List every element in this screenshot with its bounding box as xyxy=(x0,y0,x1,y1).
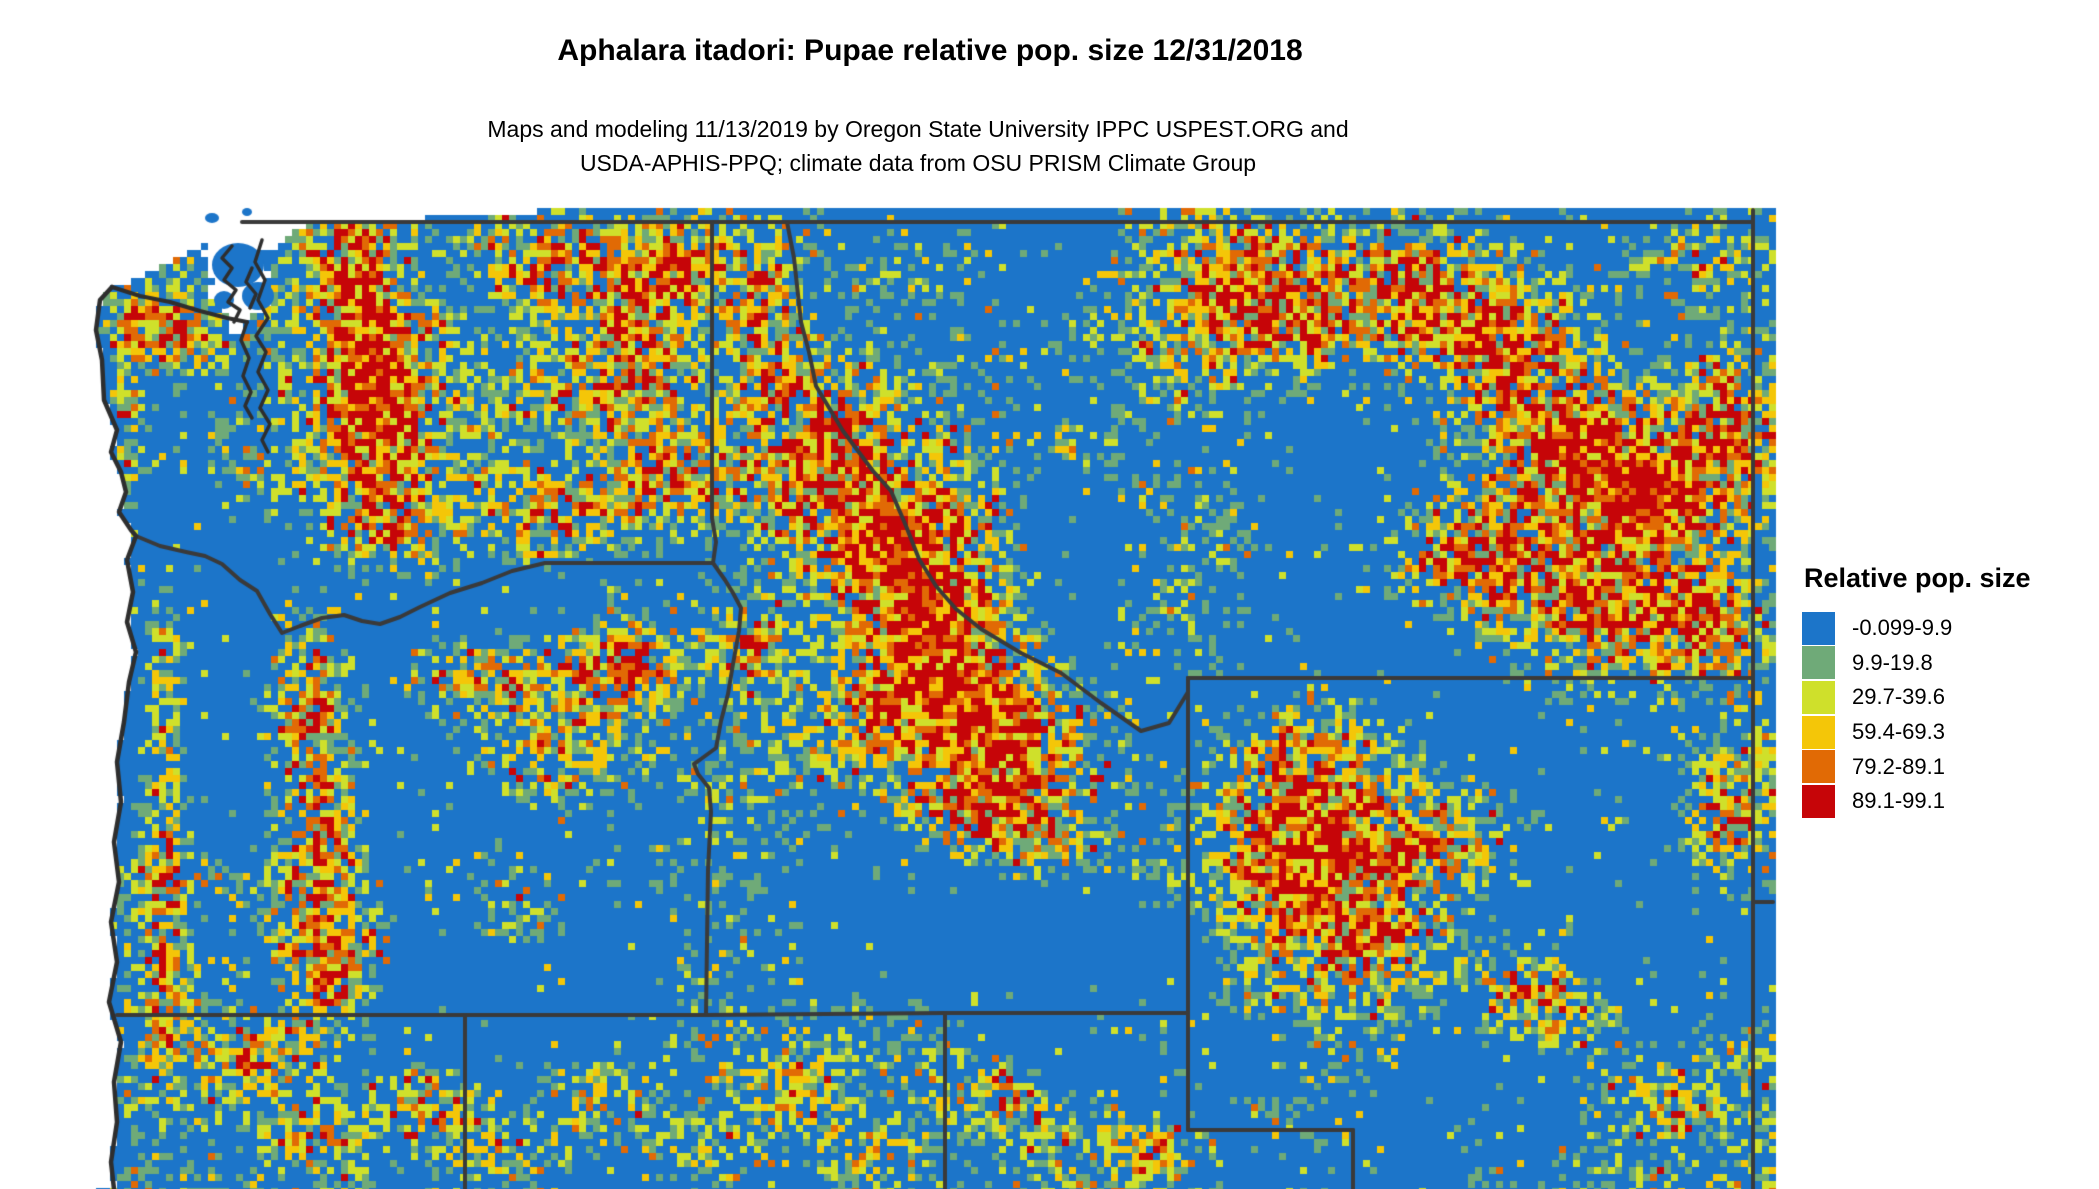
legend-swatch-icon xyxy=(1802,646,1835,680)
figure-subtitle: Maps and modeling 11/13/2019 by Oregon S… xyxy=(28,112,1808,180)
figure-subtitle-line1: Maps and modeling 11/13/2019 by Oregon S… xyxy=(487,116,1349,142)
legend-item-label: 59.4-69.3 xyxy=(1852,719,1945,745)
legend-item: 9.9-19.8 xyxy=(1802,646,2094,681)
legend-item: 59.4-69.3 xyxy=(1802,715,2094,750)
figure-title: Aphalara itadori: Pupae relative pop. si… xyxy=(557,34,1303,67)
legend-item: -0.099-9.9 xyxy=(1802,611,2094,646)
legend-title: Relative pop. size xyxy=(1804,563,2031,593)
legend-items: -0.099-9.9 9.9-19.8 29.7-39.6 59.4-69.3 79.2… xyxy=(1802,611,2094,819)
legend-swatch-icon xyxy=(1802,784,1835,818)
legend: Relative pop. size -0.099-9.9 9.9-19.8 29.… xyxy=(1802,563,2094,819)
legend-item-label: 79.2-89.1 xyxy=(1852,753,1945,779)
legend-item: 29.7-39.6 xyxy=(1802,680,2094,715)
legend-swatch-icon xyxy=(1802,680,1835,714)
legend-item-label: 9.9-19.8 xyxy=(1852,649,1933,675)
legend-item: 89.1-99.1 xyxy=(1802,784,2094,819)
legend-item-label: 89.1-99.1 xyxy=(1852,788,1945,814)
legend-item-label: -0.099-9.9 xyxy=(1852,615,1953,641)
legend-item-label: 29.7-39.6 xyxy=(1852,684,1945,710)
legend-swatch-icon xyxy=(1802,611,1835,645)
figure-subtitle-line2: USDA-APHIS-PPQ; climate data from OSU PR… xyxy=(579,150,1257,176)
legend-item: 79.2-89.1 xyxy=(1802,749,2094,784)
legend-swatch-icon xyxy=(1802,750,1835,784)
legend-swatch-icon xyxy=(1802,715,1835,749)
